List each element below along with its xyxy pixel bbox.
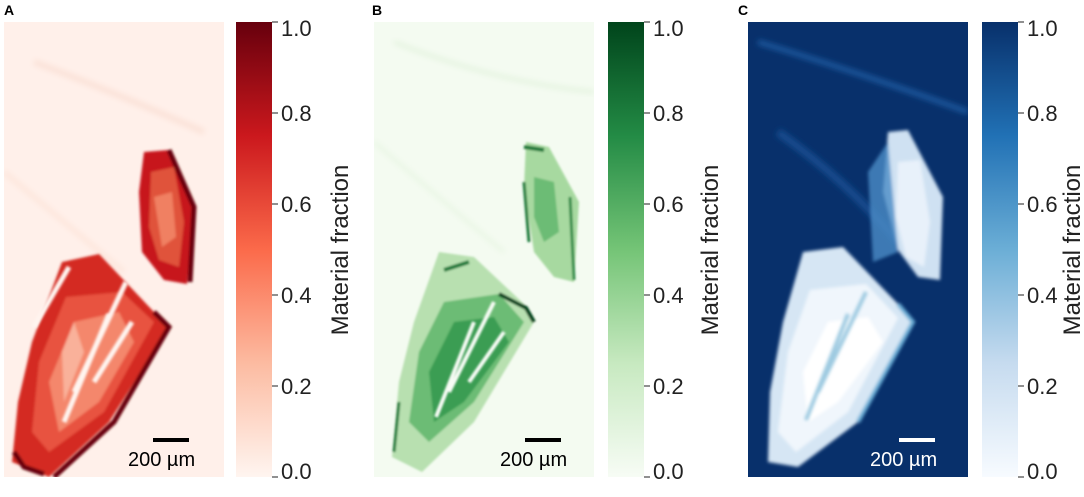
colorbar-tick-label: 1.0 xyxy=(281,16,312,41)
panel-label: B xyxy=(372,2,383,18)
colorbar-tick-label: 0.2 xyxy=(1027,374,1058,399)
colorbar-tick-label: 0.6 xyxy=(1027,192,1058,217)
scale-label: 200 µm xyxy=(500,449,567,471)
colorbar-label: Material fraction xyxy=(1059,165,1084,336)
scale-bar xyxy=(899,438,935,442)
colorbar-tick-label: 0.4 xyxy=(281,283,312,308)
scale-bar xyxy=(525,438,561,442)
scale-label-box: 200 µm xyxy=(870,449,937,471)
colorbar xyxy=(608,22,644,477)
crystal-streaks xyxy=(804,291,868,421)
upper-region xyxy=(522,142,579,282)
panel-label: A xyxy=(4,2,15,18)
scale-bar xyxy=(153,438,189,442)
colorbar-axis: 0.0 0.2 0.4 0.6 0.8 1.0 Material fraction xyxy=(644,16,724,484)
colorbar-tick-label: 0.0 xyxy=(281,459,312,484)
colorbar xyxy=(982,22,1018,477)
colorbar-gradient xyxy=(236,22,272,477)
heatmap-image xyxy=(748,22,968,477)
colorbar-tick-label: 0.8 xyxy=(281,101,312,126)
colorbar-tick-label: 0.0 xyxy=(1027,459,1058,484)
crystal-streaks xyxy=(31,265,135,423)
colorbar-ticks: 0.0 0.2 0.4 0.6 0.8 1.0 xyxy=(272,16,312,484)
colorbar-axis: 0.0 0.2 0.4 0.6 0.8 1.0 Material fraction xyxy=(1018,16,1084,484)
colorbar-gradient xyxy=(982,22,1018,477)
upper-region xyxy=(139,148,197,284)
colorbar-label: Material fraction xyxy=(327,165,354,336)
colorbar xyxy=(236,22,272,477)
crystal-streaks xyxy=(434,301,506,418)
panel-b: B 200 µm xyxy=(370,0,730,497)
scale-label-box: 200 µm xyxy=(128,449,195,471)
panel-a: A 200 µ xyxy=(0,0,360,497)
colorbar-ticks: 0.0 0.2 0.4 0.6 0.8 1.0 xyxy=(644,16,684,484)
colorbar-tick-label: 0.4 xyxy=(1027,283,1058,308)
scale-label: 200 µm xyxy=(870,449,937,471)
colorbar-tick-label: 0.4 xyxy=(653,283,684,308)
panel-c: C 200 µm xyxy=(738,0,1084,497)
colorbar-tick-label: 1.0 xyxy=(1027,16,1058,41)
heatmap-image xyxy=(374,22,594,477)
upper-region xyxy=(868,130,943,280)
colorbar-tick-label: 0.6 xyxy=(281,192,312,217)
scale-label-box: 200 µm xyxy=(500,449,567,471)
colorbar-label: Material fraction xyxy=(697,165,724,336)
colorbar-ticks: 0.0 0.2 0.4 0.6 0.8 1.0 xyxy=(1018,16,1058,484)
colorbar-tick-label: 0.8 xyxy=(653,101,684,126)
colorbar-tick-label: 1.0 xyxy=(653,16,684,41)
scale-label: 200 µm xyxy=(128,449,195,471)
colorbar-axis: 0.0 0.2 0.4 0.6 0.8 1.0 Material fraction xyxy=(272,16,354,484)
colorbar-tick-label: 0.6 xyxy=(653,192,684,217)
panel-label: C xyxy=(738,2,749,18)
colorbar-tick-label: 0.8 xyxy=(1027,101,1058,126)
heatmap-image xyxy=(4,22,224,477)
colorbar-gradient xyxy=(608,22,644,477)
colorbar-tick-label: 0.2 xyxy=(653,374,684,399)
colorbar-tick-label: 0.0 xyxy=(653,459,684,484)
colorbar-tick-label: 0.2 xyxy=(281,374,312,399)
